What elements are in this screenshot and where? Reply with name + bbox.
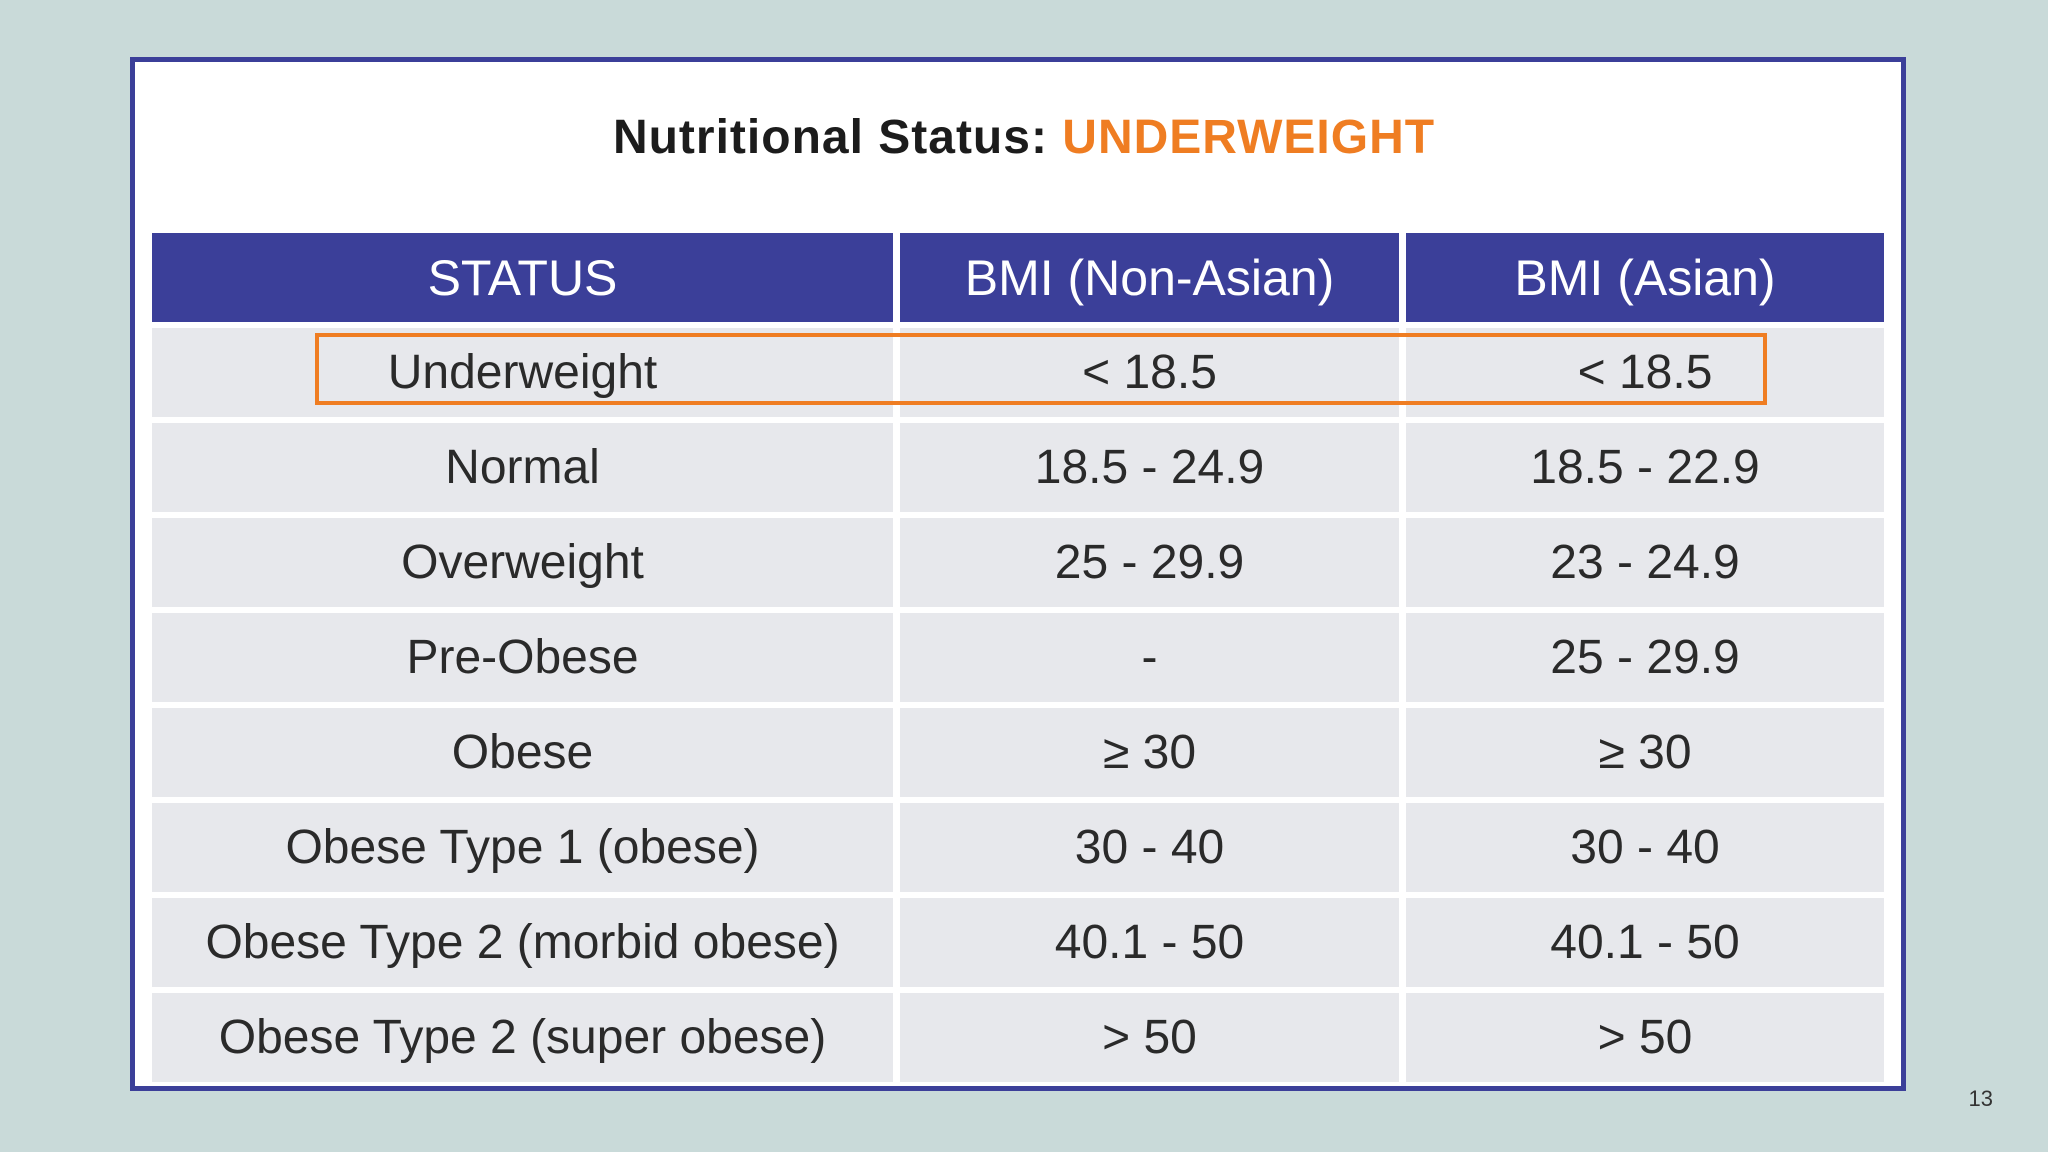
- bmi-non-asian-cell: > 50: [900, 993, 1399, 1082]
- title-highlight: UNDERWEIGHT: [1062, 111, 1436, 164]
- table-row: Obese Type 2 (morbid obese) 40.1 - 50 40…: [152, 898, 1884, 987]
- table-row: Normal 18.5 - 24.9 18.5 - 22.9: [152, 423, 1884, 512]
- bmi-asian-cell: 18.5 - 22.9: [1406, 423, 1884, 512]
- table-row: Pre-Obese - 25 - 29.9: [152, 613, 1884, 702]
- table-row: Underweight < 18.5 < 18.5: [152, 328, 1884, 417]
- bmi-non-asian-cell: ≥ 30: [900, 708, 1399, 797]
- status-cell: Obese Type 1 (obese): [152, 803, 893, 892]
- status-cell: Obese Type 2 (super obese): [152, 993, 893, 1082]
- bmi-asian-cell: 23 - 24.9: [1406, 518, 1884, 607]
- bmi-non-asian-cell: 18.5 - 24.9: [900, 423, 1399, 512]
- table-header-row: STATUS BMI (Non-Asian) BMI (Asian): [152, 233, 1884, 322]
- status-cell: Underweight: [152, 328, 893, 417]
- status-cell: Pre-Obese: [152, 613, 893, 702]
- page-number: 13: [1968, 1086, 1993, 1111]
- title-prefix: Nutritional Status:: [612, 111, 1048, 164]
- status-cell: Normal: [152, 423, 893, 512]
- bmi-table: STATUS BMI (Non-Asian) BMI (Asian) Under…: [152, 233, 1884, 1082]
- bmi-asian-cell: 30 - 40: [1406, 803, 1884, 892]
- table-row: Overweight 25 - 29.9 23 - 24.9: [152, 518, 1884, 607]
- status-cell: Obese Type 2 (morbid obese): [152, 898, 893, 987]
- header-bmi-asian: BMI (Asian): [1406, 233, 1884, 322]
- status-cell: Overweight: [152, 518, 893, 607]
- bmi-asian-cell: > 50: [1406, 993, 1884, 1082]
- bmi-asian-cell: 40.1 - 50: [1406, 898, 1884, 987]
- table-row: Obese Type 1 (obese) 30 - 40 30 - 40: [152, 803, 1884, 892]
- bmi-non-asian-cell: 30 - 40: [900, 803, 1399, 892]
- header-status: STATUS: [152, 233, 893, 322]
- table-row: Obese Type 2 (super obese) > 50 > 50: [152, 993, 1884, 1082]
- bmi-asian-cell: < 18.5: [1406, 328, 1884, 417]
- bmi-non-asian-cell: 40.1 - 50: [900, 898, 1399, 987]
- bmi-non-asian-cell: < 18.5: [900, 328, 1399, 417]
- bmi-non-asian-cell: -: [900, 613, 1399, 702]
- table-row: Obese ≥ 30 ≥ 30: [152, 708, 1884, 797]
- status-cell: Obese: [152, 708, 893, 797]
- slide-title: Nutritional Status: UNDERWEIGHT: [0, 110, 2048, 165]
- header-bmi-non-asian: BMI (Non-Asian): [900, 233, 1399, 322]
- bmi-asian-cell: ≥ 30: [1406, 708, 1884, 797]
- bmi-non-asian-cell: 25 - 29.9: [900, 518, 1399, 607]
- bmi-asian-cell: 25 - 29.9: [1406, 613, 1884, 702]
